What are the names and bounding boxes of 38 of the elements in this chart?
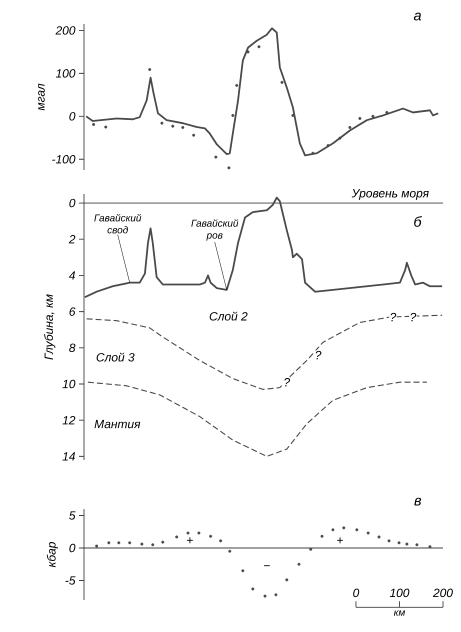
annotation: Мантия [94, 420, 140, 428]
annotation: ? [316, 350, 322, 360]
text: б [414, 216, 422, 227]
y-tick-label: 10 [62, 380, 76, 388]
y-tick-label: 6 [70, 307, 76, 316]
chart-title: а [414, 12, 422, 20]
y-axis-title: Глубина, км [44, 294, 56, 360]
annotation: ? [390, 312, 396, 322]
y-tick-label: 2 [68, 235, 76, 244]
y-tick-label: 0 [69, 112, 76, 121]
x-tick-label: 0 [353, 588, 360, 598]
x-tick-label: 100 [390, 588, 410, 598]
y-tick-label: -100 [52, 155, 76, 164]
chart-title: в [414, 498, 422, 506]
y-axis-title: мгал [38, 84, 45, 110]
ref-line-label: Уровень моря [352, 189, 429, 200]
y-axis-title: кбар [46, 542, 58, 568]
annotation: ? [284, 378, 290, 386]
y-tick-label: 200 [55, 26, 76, 35]
annotation: Гавайский свод [94, 214, 142, 234]
y-tick-label: 14 [62, 452, 76, 460]
y-tick-label: 0 [69, 198, 76, 208]
annotation: + [187, 537, 193, 544]
y-tick-label: -5 [65, 576, 76, 585]
annotation: ? [410, 312, 416, 322]
annotation: Слой 2 [210, 312, 248, 321]
x-tick-label: 200 [432, 588, 453, 598]
annotation: − [264, 565, 270, 566]
y-tick-label: 12 [62, 416, 76, 424]
annotation: + [337, 537, 343, 544]
x-axis-title: км [394, 610, 406, 616]
y-tick-label: 0 [69, 544, 76, 552]
annotation: Слой 3 [96, 352, 134, 362]
y-tick-label: 8 [69, 344, 76, 352]
y-tick-label: 5 [69, 511, 76, 520]
annotation: Гавайский ров [191, 219, 238, 241]
y-tick-label: 100 [56, 69, 76, 78]
y-tick-label: 4 [68, 271, 76, 280]
